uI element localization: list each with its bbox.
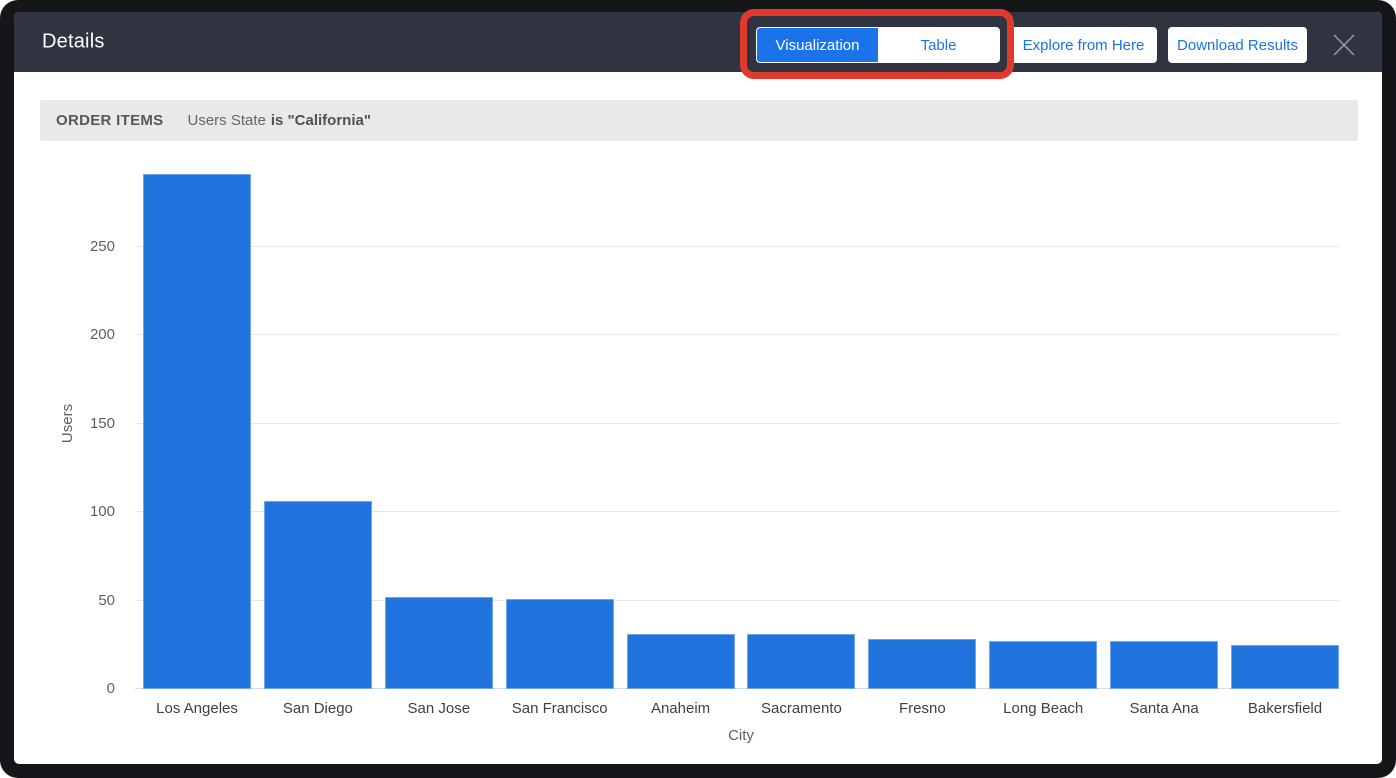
bar-anaheim[interactable] [626,634,735,689]
gridline-0 [135,688,1339,689]
filter-value-text: is "California" [270,112,371,129]
x-axis-title: City [728,727,754,744]
details-modal: Details Visualization Table Explore from… [14,12,1382,764]
view-toggle-group: Visualization Table [756,27,1000,63]
plot-area: Users City 0 50 100 150 200 250 Los Angeles San… [60,158,1339,744]
gridline-50 [135,599,1339,601]
y-axis-title-wrap: Users [58,158,78,689]
gridline-200 [135,334,1339,335]
x-tick-label-santa-ana: Santa Ana [1129,700,1199,717]
y-tick-label-100: 100 [89,503,115,520]
modal-title: Details [42,30,105,53]
bar-long-beach[interactable] [989,641,1098,689]
y-tick-label-250: 250 [89,237,115,255]
close-button[interactable] [1330,31,1358,59]
bar-san-francisco[interactable] [505,598,614,689]
y-tick-label-50: 50 [98,591,115,609]
filter-field-text: Users State [187,112,266,129]
x-tick-label-sacramento: Sacramento [761,700,842,717]
modal-header: Details Visualization Table Explore from… [14,12,1382,72]
bar-fresno[interactable] [868,639,977,689]
bar-santa-ana[interactable] [1110,641,1219,689]
x-tick-label-san-jose: San Jose [407,700,471,717]
filter-source-label: ORDER ITEMS [56,112,164,129]
bar-los-angeles[interactable] [143,173,251,689]
x-tick-label-long-beach: Long Beach [1003,700,1084,717]
tab-table[interactable]: Table [878,28,999,62]
y-tick-label-150: 150 [89,414,115,432]
close-icon [1331,32,1357,58]
bar-bakersfield[interactable] [1231,644,1339,689]
bar-san-diego[interactable] [263,501,372,689]
gridline-250 [135,245,1339,247]
x-tick-label-fresno: Fresno [898,700,946,717]
filter-bar: ORDER ITEMS Users State is "California" [40,100,1358,141]
download-results-button[interactable]: Download Results [1168,27,1307,63]
y-tick-label-200: 200 [89,326,115,343]
y-tick-label-0: 0 [106,680,115,697]
x-tick-label-anaheim: Anaheim [650,700,711,717]
tab-visualization[interactable]: Visualization [757,28,878,62]
gridline-100 [135,511,1339,512]
y-axis-title: Users [59,403,77,444]
bar-san-jose[interactable] [384,596,493,689]
x-tick-label-los-angeles: Los Angeles [156,700,238,717]
x-tick-label-san-francisco: San Francisco [511,700,608,717]
x-tick-label-san-diego: San Diego [282,700,353,717]
gridline-150 [135,422,1339,424]
bar-sacramento[interactable] [747,634,856,689]
explore-from-here-button[interactable]: Explore from Here [1010,27,1157,63]
x-tick-label-bakersfield: Bakersfield [1247,700,1323,717]
